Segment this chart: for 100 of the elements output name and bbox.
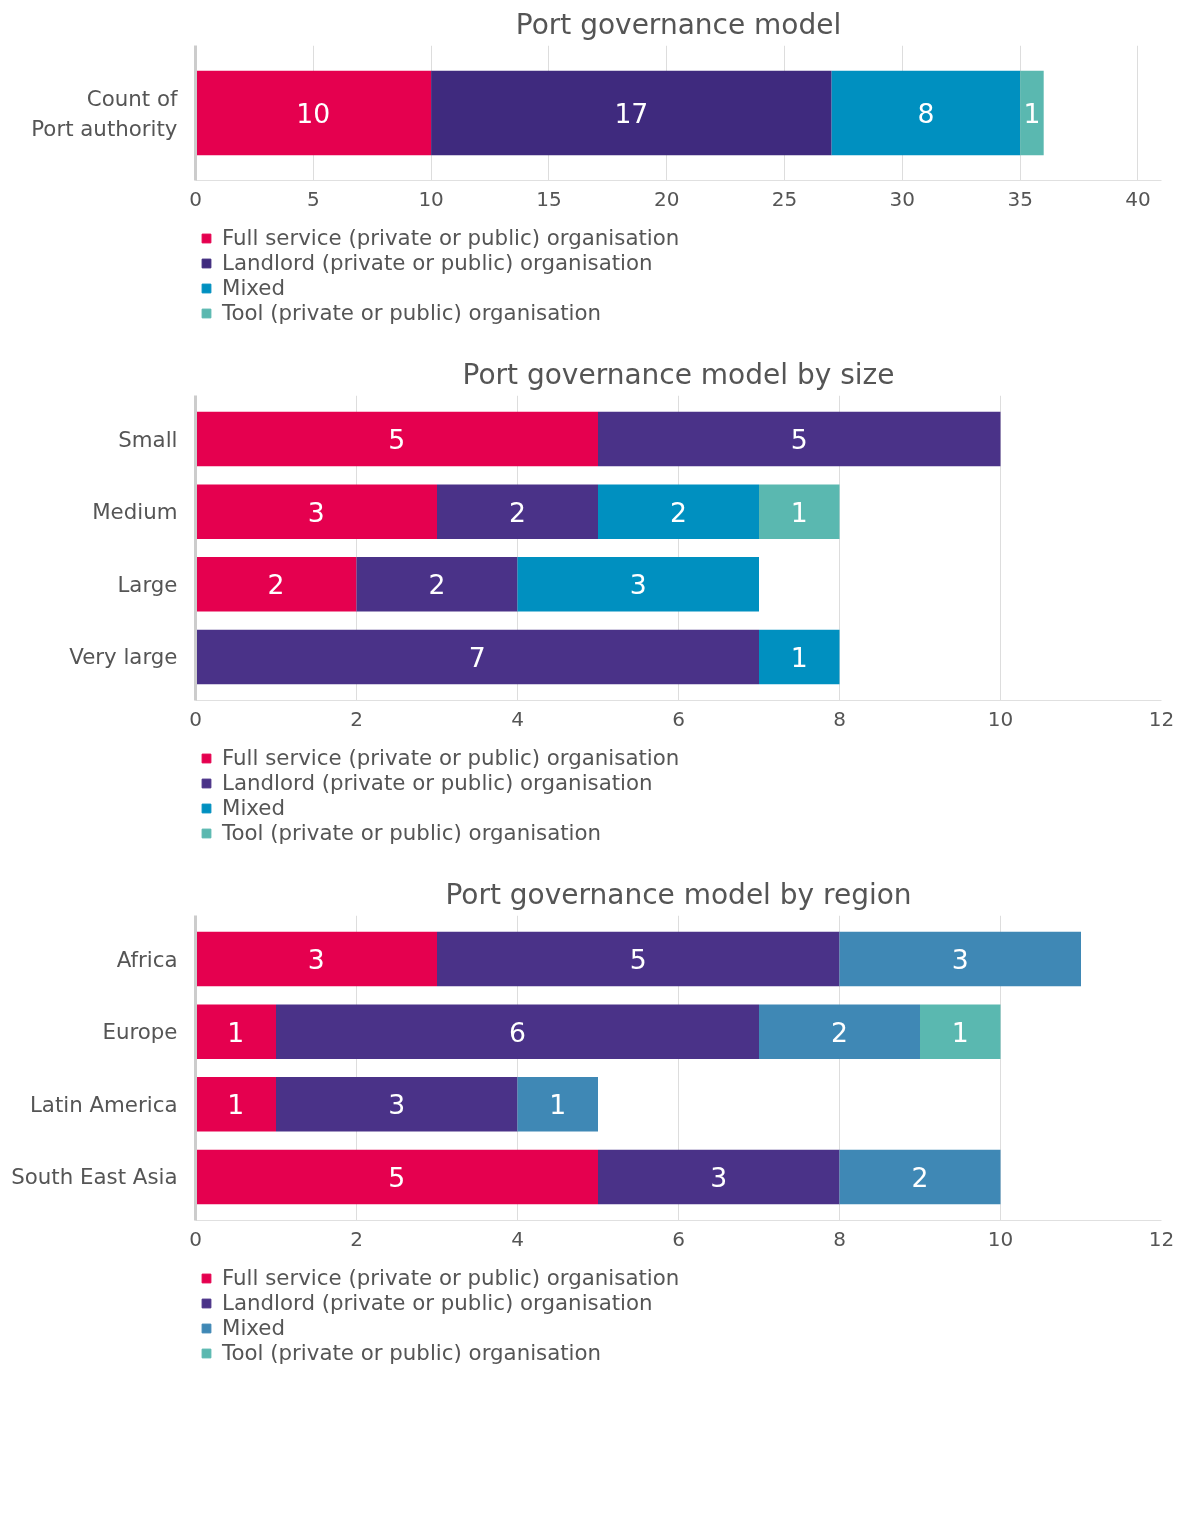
- x-tick-label: 5: [306, 186, 320, 211]
- bar: [759, 629, 840, 685]
- bar: [437, 931, 840, 987]
- legend-label: Landlord (private or public) organisation: [222, 1290, 653, 1315]
- data-label: 5: [388, 1161, 406, 1193]
- data-label: 2: [911, 1161, 929, 1193]
- x-tick-label: 10: [987, 1226, 1014, 1251]
- bar: [195, 931, 437, 987]
- bar: [517, 557, 759, 612]
- data-label: 1: [1023, 98, 1041, 129]
- y-tick-label: South East Asia: [11, 1164, 178, 1190]
- x-tick-label: 10: [987, 706, 1014, 731]
- bar: [356, 557, 518, 612]
- legend-label: Full service (private or public) organisation: [222, 225, 680, 250]
- x-tick-label: 30: [889, 186, 916, 211]
- data-label: 2: [267, 569, 285, 601]
- bar: [195, 1004, 276, 1059]
- legend-label: Full service (private or public) organisation: [222, 745, 680, 770]
- data-label: 5: [790, 424, 808, 456]
- data-label: 3: [629, 569, 647, 601]
- x-tick-label: 6: [672, 1226, 685, 1251]
- chart-title: Port governance model by region: [445, 877, 912, 911]
- data-label: 3: [307, 944, 325, 976]
- bar: [195, 484, 437, 539]
- bar: [517, 1077, 598, 1132]
- bar: [195, 411, 598, 467]
- y-tick-label: Africa: [116, 946, 178, 972]
- bar: [920, 1004, 1001, 1059]
- data-label: 5: [388, 424, 406, 456]
- y-tick-label: Medium: [92, 499, 178, 525]
- x-tick-label: 12: [1148, 706, 1175, 731]
- y-tick-label: Latin America: [29, 1091, 178, 1117]
- x-tick-label: 15: [536, 186, 562, 211]
- bar: [276, 1004, 759, 1059]
- x-tick-label: 25: [771, 186, 798, 211]
- x-tick-label: 35: [1007, 186, 1033, 211]
- data-label: 3: [388, 1089, 406, 1121]
- y-tick-label: Very large: [69, 644, 178, 670]
- data-label: 3: [307, 496, 325, 528]
- data-label: 7: [468, 641, 486, 673]
- y-tick-label: Europe: [102, 1019, 178, 1045]
- bar: [195, 70, 432, 156]
- y-tick-label: Large: [117, 571, 178, 597]
- data-label: 1: [951, 1016, 969, 1048]
- legend-label: Tool (private or public) organisation: [222, 300, 602, 325]
- x-tick-label: 6: [672, 706, 685, 731]
- x-tick-label: 8: [833, 1226, 846, 1251]
- bar: [759, 1004, 920, 1059]
- data-label: 1: [227, 1016, 245, 1048]
- data-label: 2: [831, 1016, 848, 1048]
- bar: [598, 1149, 840, 1205]
- bar: [1020, 70, 1044, 156]
- data-label: 6: [509, 1016, 526, 1048]
- x-tick-label: 4: [511, 706, 524, 731]
- data-label: 1: [790, 641, 808, 673]
- chart-title: Port governance model: [515, 7, 842, 41]
- legend-label: Landlord (private or public) organisation: [222, 250, 653, 275]
- y-tick-label: Small: [118, 426, 178, 452]
- bar: [598, 484, 759, 539]
- bar: [195, 1077, 276, 1132]
- data-label: 3: [710, 1161, 728, 1193]
- data-label: 1: [549, 1089, 567, 1121]
- legend-label: Landlord (private or public) organisation: [222, 770, 653, 795]
- data-label: 10: [296, 98, 331, 129]
- x-tick-label: 10: [418, 186, 444, 211]
- bar: [839, 1149, 1001, 1205]
- bar: [839, 931, 1081, 987]
- bar: [195, 557, 357, 612]
- chart-title: Port governance model by size: [462, 357, 895, 391]
- x-tick-label: 8: [833, 706, 846, 731]
- legend-label: Mixed: [222, 275, 285, 300]
- data-label: 5: [629, 944, 647, 976]
- data-label: 1: [790, 496, 808, 528]
- bar: [831, 70, 1021, 156]
- bar: [195, 629, 759, 685]
- x-tick-label: 20: [653, 186, 680, 211]
- legend-label: Mixed: [222, 795, 285, 820]
- data-label: 17: [614, 98, 649, 129]
- y-tick-label: Count of Port authority: [31, 85, 178, 141]
- data-label: 3: [951, 944, 969, 976]
- bar: [431, 70, 832, 156]
- bar: [598, 411, 1001, 467]
- legend-label: Tool (private or public) organisation: [222, 820, 602, 845]
- bar: [195, 1149, 598, 1205]
- data-label: 2: [509, 496, 526, 528]
- x-tick-label: 2: [350, 706, 363, 731]
- bar: [437, 484, 598, 539]
- legend-label: Tool (private or public) organisation: [222, 1340, 602, 1365]
- legend-label: Mixed: [222, 1315, 285, 1340]
- x-tick-label: 2: [350, 1226, 363, 1251]
- x-tick-label: 40: [1125, 186, 1151, 211]
- x-tick-label: 0: [189, 1226, 202, 1251]
- data-label: 2: [428, 569, 446, 601]
- x-tick-label: 0: [189, 186, 202, 211]
- bar: [276, 1077, 518, 1132]
- x-tick-label: 12: [1148, 1226, 1175, 1251]
- x-tick-label: 4: [511, 1226, 524, 1251]
- legend-label: Full service (private or public) organisation: [222, 1265, 680, 1290]
- data-label: 2: [670, 496, 687, 528]
- data-label: 8: [917, 98, 935, 129]
